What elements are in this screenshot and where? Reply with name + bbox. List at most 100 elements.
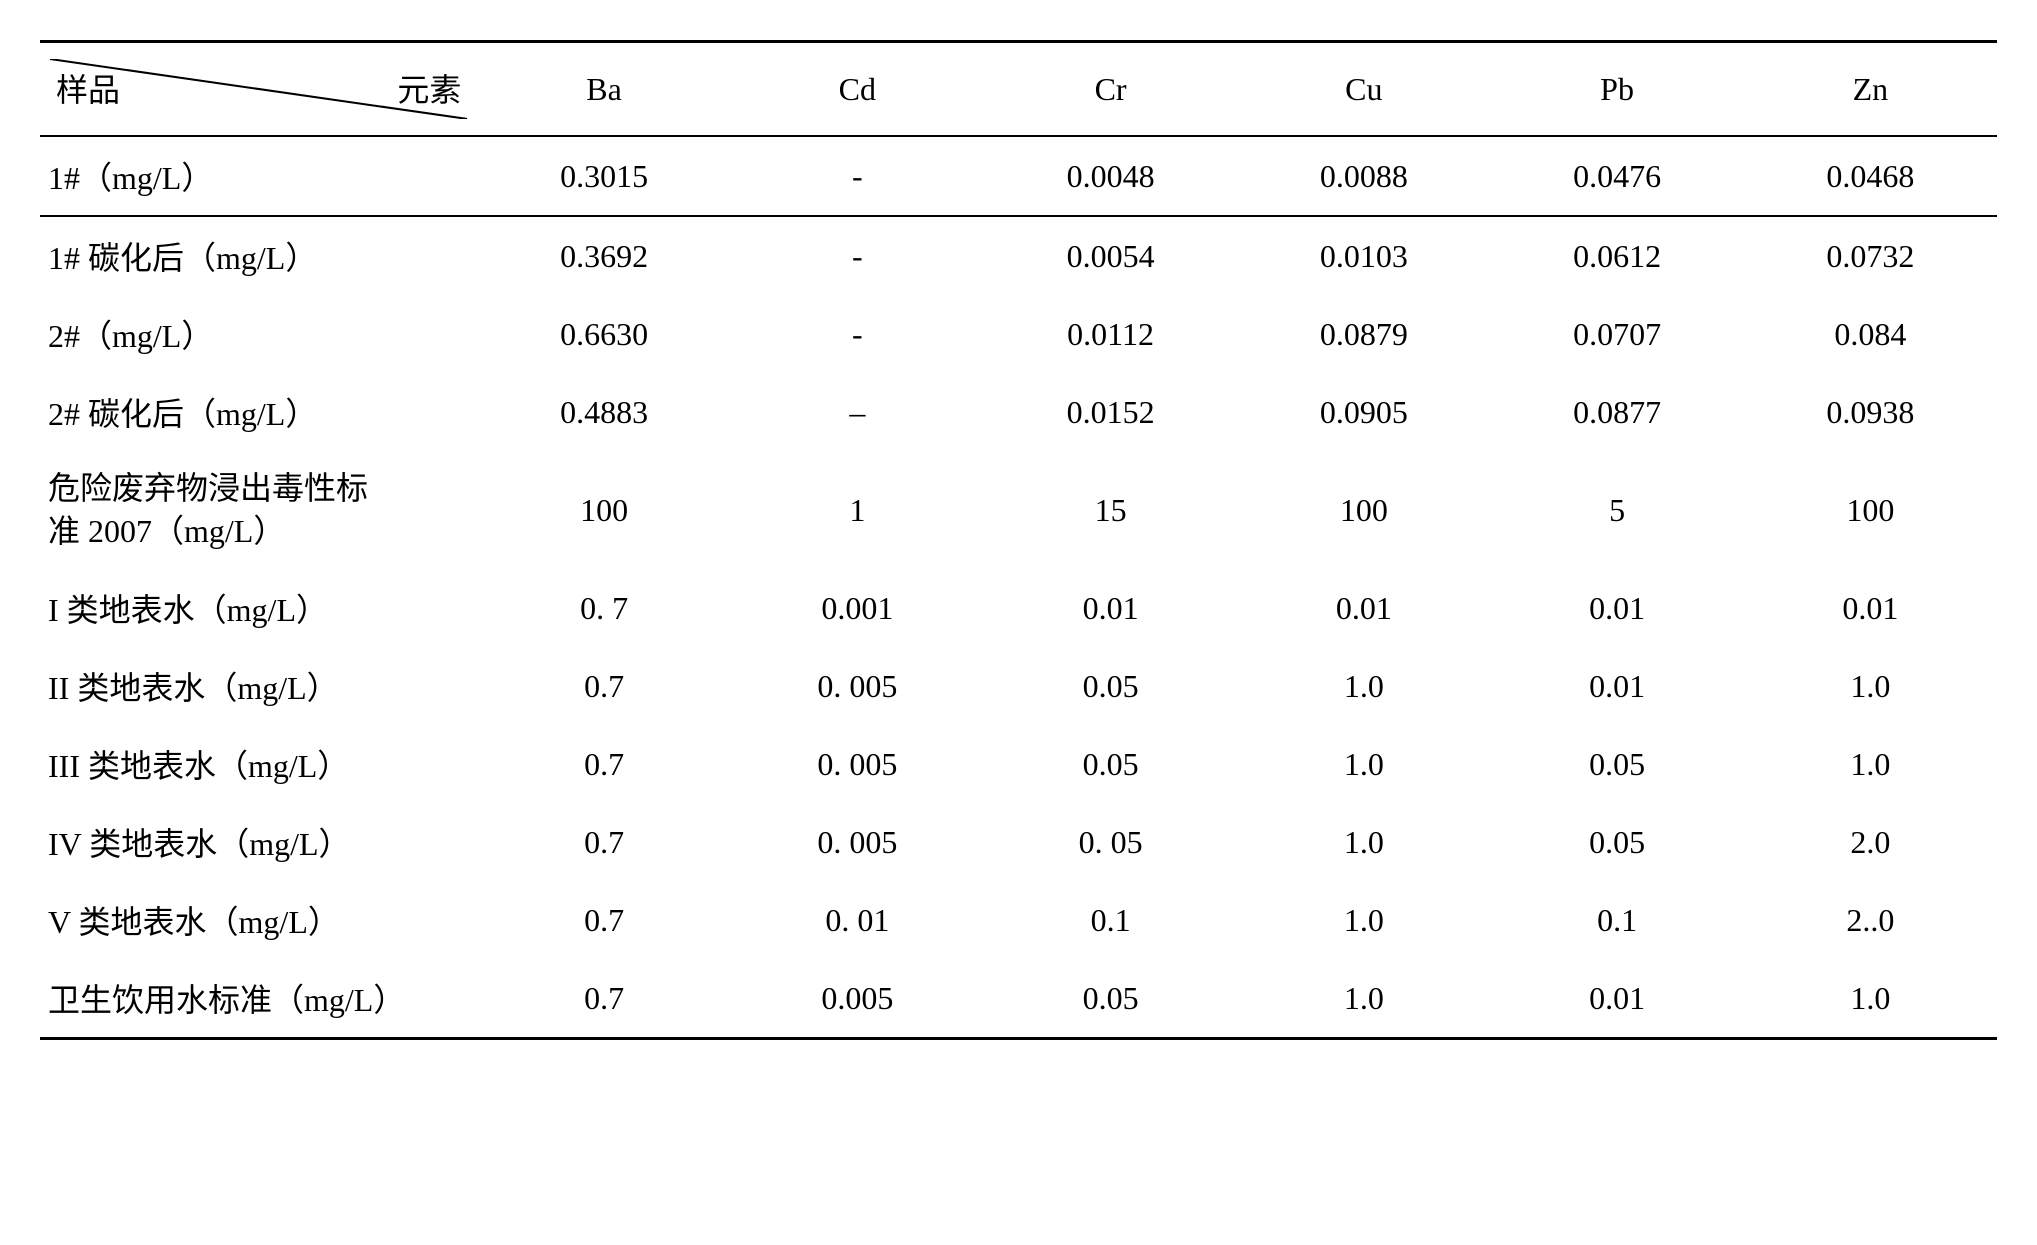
cell-value: 0.05 bbox=[1490, 725, 1743, 803]
table-row: 危险废弃物浸出毒性标准 2007（mg/L）1001151005100 bbox=[40, 451, 1997, 569]
cell-value: 0.05 bbox=[984, 959, 1237, 1039]
cell-value: 0.01 bbox=[984, 569, 1237, 647]
row-label: V 类地表水（mg/L） bbox=[40, 881, 477, 959]
cell-value: 0.3015 bbox=[477, 136, 730, 216]
cell-value: 1.0 bbox=[1237, 959, 1490, 1039]
cell-value: 0.01 bbox=[1744, 569, 1997, 647]
cell-value: 0.005 bbox=[731, 959, 984, 1039]
cell-value: 15 bbox=[984, 451, 1237, 569]
table-row: 1#（mg/L）0.3015-0.00480.00880.04760.0468 bbox=[40, 136, 1997, 216]
cell-value: 5 bbox=[1490, 451, 1743, 569]
cell-value: 0.0054 bbox=[984, 216, 1237, 295]
row-label: 1# 碳化后（mg/L） bbox=[40, 216, 477, 295]
col-header-cu: Cu bbox=[1237, 42, 1490, 137]
row-label: 1#（mg/L） bbox=[40, 136, 477, 216]
table-row: IV 类地表水（mg/L）0.70. 0050. 051.00.052.0 bbox=[40, 803, 1997, 881]
cell-value: 0.084 bbox=[1744, 295, 1997, 373]
cell-value: 0.3692 bbox=[477, 216, 730, 295]
cell-value: 0.0732 bbox=[1744, 216, 1997, 295]
row-label: IV 类地表水（mg/L） bbox=[40, 803, 477, 881]
table-row: 2#（mg/L）0.6630-0.01120.08790.07070.084 bbox=[40, 295, 1997, 373]
header-row: 样品 元素 Ba Cd Cr Cu Pb Zn bbox=[40, 42, 1997, 137]
cell-value: 0. 05 bbox=[984, 803, 1237, 881]
row-label: 危险废弃物浸出毒性标准 2007（mg/L） bbox=[40, 451, 477, 569]
cell-value: 1.0 bbox=[1744, 959, 1997, 1039]
cell-value: 0.0877 bbox=[1490, 373, 1743, 451]
data-table: 样品 元素 Ba Cd Cr Cu Pb Zn 1#（mg/L）0.3015-0… bbox=[40, 40, 1997, 1040]
cell-value: 100 bbox=[1237, 451, 1490, 569]
diagonal-container: 样品 元素 bbox=[50, 59, 467, 119]
table-row: V 类地表水（mg/L）0.70. 010.11.00.12..0 bbox=[40, 881, 1997, 959]
cell-value: 0.7 bbox=[477, 959, 730, 1039]
row-label: 2# 碳化后（mg/L） bbox=[40, 373, 477, 451]
cell-value: 0.001 bbox=[731, 569, 984, 647]
cell-value: 0.4883 bbox=[477, 373, 730, 451]
col-header-cr: Cr bbox=[984, 42, 1237, 137]
cell-value: 0.05 bbox=[984, 647, 1237, 725]
table-row: III 类地表水（mg/L）0.70. 0050.051.00.051.0 bbox=[40, 725, 1997, 803]
cell-value: 0. 005 bbox=[731, 647, 984, 725]
cell-value: 0.0707 bbox=[1490, 295, 1743, 373]
cell-value: 100 bbox=[477, 451, 730, 569]
table-row: 卫生饮用水标准（mg/L）0.70.0050.051.00.011.0 bbox=[40, 959, 1997, 1039]
cell-value: 0. 005 bbox=[731, 725, 984, 803]
cell-value: 0. 01 bbox=[731, 881, 984, 959]
table-body: 1#（mg/L）0.3015-0.00480.00880.04760.04681… bbox=[40, 136, 1997, 1039]
cell-value: 1.0 bbox=[1237, 647, 1490, 725]
cell-value: – bbox=[731, 373, 984, 451]
cell-value: 0.0938 bbox=[1744, 373, 1997, 451]
row-label: I 类地表水（mg/L） bbox=[40, 569, 477, 647]
table-row: I 类地表水（mg/L）0. 70.0010.010.010.010.01 bbox=[40, 569, 1997, 647]
cell-value: 1.0 bbox=[1237, 725, 1490, 803]
col-header-zn: Zn bbox=[1744, 42, 1997, 137]
data-table-container: 样品 元素 Ba Cd Cr Cu Pb Zn 1#（mg/L）0.3015-0… bbox=[40, 40, 1997, 1040]
row-label: II 类地表水（mg/L） bbox=[40, 647, 477, 725]
cell-value: 0. 005 bbox=[731, 803, 984, 881]
cell-value: 0.0103 bbox=[1237, 216, 1490, 295]
cell-value: 0. 7 bbox=[477, 569, 730, 647]
row-label: 2#（mg/L） bbox=[40, 295, 477, 373]
cell-value: 0.0612 bbox=[1490, 216, 1743, 295]
cell-value: 0.7 bbox=[477, 647, 730, 725]
cell-value: 1 bbox=[731, 451, 984, 569]
cell-value: 0.05 bbox=[984, 725, 1237, 803]
cell-value: 0.01 bbox=[1237, 569, 1490, 647]
table-row: 1# 碳化后（mg/L）0.3692-0.00540.01030.06120.0… bbox=[40, 216, 1997, 295]
cell-value: 0.0905 bbox=[1237, 373, 1490, 451]
cell-value: 0.0879 bbox=[1237, 295, 1490, 373]
cell-value: 0.01 bbox=[1490, 569, 1743, 647]
header-diagonal-cell: 样品 元素 bbox=[40, 42, 477, 137]
table-header: 样品 元素 Ba Cd Cr Cu Pb Zn bbox=[40, 42, 1997, 137]
cell-value: 100 bbox=[1744, 451, 1997, 569]
col-header-cd: Cd bbox=[731, 42, 984, 137]
cell-value: 0.7 bbox=[477, 803, 730, 881]
cell-value: 0.0468 bbox=[1744, 136, 1997, 216]
table-row: II 类地表水（mg/L）0.70. 0050.051.00.011.0 bbox=[40, 647, 1997, 725]
cell-value: 0.1 bbox=[1490, 881, 1743, 959]
cell-value: 0.0152 bbox=[984, 373, 1237, 451]
row-label: 卫生饮用水标准（mg/L） bbox=[40, 959, 477, 1039]
cell-value: 2.0 bbox=[1744, 803, 1997, 881]
cell-value: 0.6630 bbox=[477, 295, 730, 373]
cell-value: 1.0 bbox=[1237, 803, 1490, 881]
cell-value: - bbox=[731, 136, 984, 216]
cell-value: 0.0048 bbox=[984, 136, 1237, 216]
cell-value: - bbox=[731, 295, 984, 373]
col-header-pb: Pb bbox=[1490, 42, 1743, 137]
cell-value: 0.0476 bbox=[1490, 136, 1743, 216]
cell-value: 0.01 bbox=[1490, 959, 1743, 1039]
cell-value: 2..0 bbox=[1744, 881, 1997, 959]
col-header-ba: Ba bbox=[477, 42, 730, 137]
cell-value: 0.7 bbox=[477, 725, 730, 803]
cell-value: 1.0 bbox=[1744, 725, 1997, 803]
cell-value: 0.1 bbox=[984, 881, 1237, 959]
diagonal-label-element: 元素 bbox=[397, 65, 461, 111]
cell-value: 0.0088 bbox=[1237, 136, 1490, 216]
cell-value: 0.01 bbox=[1490, 647, 1743, 725]
cell-value: 0.05 bbox=[1490, 803, 1743, 881]
cell-value: 0.7 bbox=[477, 881, 730, 959]
cell-value: 1.0 bbox=[1237, 881, 1490, 959]
row-label: III 类地表水（mg/L） bbox=[40, 725, 477, 803]
table-row: 2# 碳化后（mg/L）0.4883–0.01520.09050.08770.0… bbox=[40, 373, 1997, 451]
cell-value: 1.0 bbox=[1744, 647, 1997, 725]
